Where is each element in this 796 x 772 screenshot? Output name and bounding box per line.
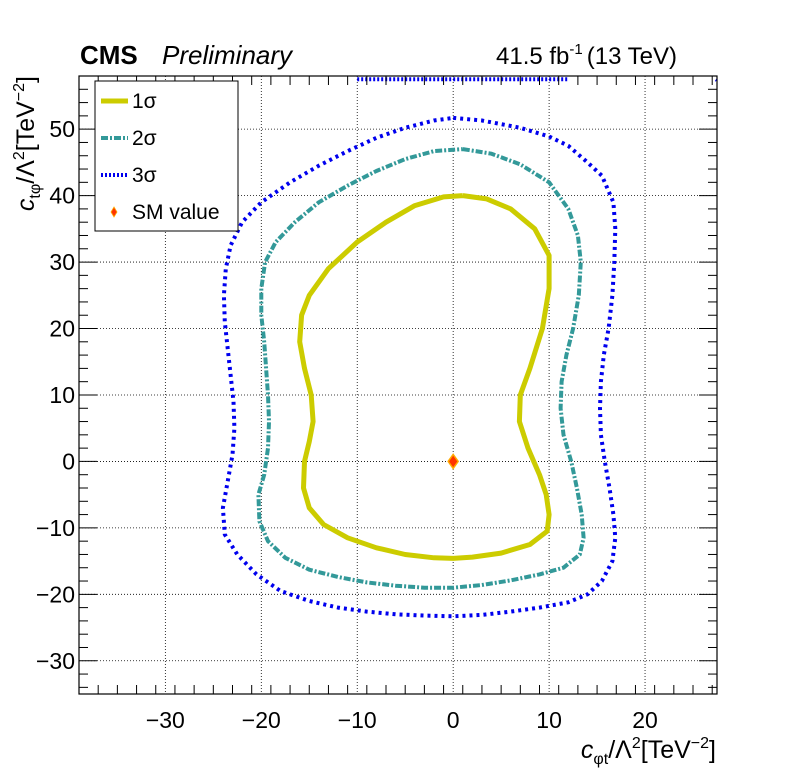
lumi-value: 41.5 fb bbox=[496, 43, 569, 70]
y-title-unit-sup: −2 bbox=[11, 83, 28, 101]
legend-3sigma-label: 3σ bbox=[132, 164, 157, 187]
y-tick-label: 30 bbox=[49, 249, 75, 275]
legend-box bbox=[94, 80, 239, 232]
x-tick-label: −30 bbox=[146, 707, 185, 733]
svg-text:41.5 fb-1(13 TeV): 41.5 fb-1 (13 TeV) bbox=[496, 41, 677, 70]
y-title-var: c bbox=[12, 198, 40, 211]
y-title-rest: /Λ bbox=[12, 160, 40, 184]
y-tick-label: −30 bbox=[36, 648, 75, 674]
sm-value-marker bbox=[447, 453, 460, 470]
x-title-var: c bbox=[581, 736, 594, 764]
y-title-sup: 2 bbox=[11, 151, 28, 160]
y-tick-label: 0 bbox=[62, 448, 75, 474]
y-tick-label: 10 bbox=[49, 382, 75, 408]
x-title-close: ] bbox=[709, 736, 716, 764]
y-tick-label: 20 bbox=[49, 316, 75, 342]
x-tick-labels: −30 −20 −10 0 10 20 bbox=[146, 707, 658, 733]
x-axis-title: cφt/Λ2[TeV−2] bbox=[581, 735, 716, 768]
sm-marker-layer bbox=[447, 453, 460, 470]
legend-sm-marker bbox=[110, 206, 118, 218]
x-tick-label: −20 bbox=[242, 707, 281, 733]
x-tick-label: −10 bbox=[338, 707, 377, 733]
plot-frame bbox=[78, 75, 718, 695]
y-tick-label: 40 bbox=[49, 183, 75, 209]
legend-2sigma-label: 2σ bbox=[132, 127, 157, 150]
contour-2sigma bbox=[256, 147, 586, 590]
x-title-unit: [TeV bbox=[641, 736, 691, 764]
y-title-sub: tφ bbox=[27, 184, 44, 199]
y-tick-label: 50 bbox=[49, 116, 75, 142]
x-title-sup: 2 bbox=[632, 735, 641, 752]
y-tick-labels: −30 −20 −10 0 10 20 30 40 50 bbox=[36, 116, 75, 674]
y-tick-label: −10 bbox=[36, 515, 75, 541]
x-tick-label: 20 bbox=[632, 707, 658, 733]
contour-1sigma bbox=[297, 193, 552, 561]
x-title-unit-sup: −2 bbox=[691, 735, 709, 752]
status-label: Preliminary bbox=[162, 40, 294, 70]
legend: 1σ 2σ 3σ SM value bbox=[94, 80, 239, 232]
x-tick-label: 0 bbox=[447, 707, 460, 733]
y-tick-label: −20 bbox=[36, 581, 75, 607]
energy-label: (13 TeV) bbox=[587, 43, 677, 70]
legend-1sigma-label: 1σ bbox=[132, 90, 157, 113]
luminosity-label: 41.5 fb-1 (13 TeV) bbox=[496, 41, 677, 70]
y-axis-title: ctφ/Λ2[TeV−2] bbox=[11, 76, 44, 211]
x-title-rest: /Λ bbox=[608, 736, 632, 764]
lumi-exponent: -1 bbox=[569, 41, 582, 58]
x-title-sub: φt bbox=[593, 751, 608, 768]
legend-sm-label: SM value bbox=[132, 201, 220, 224]
y-title-close: ] bbox=[12, 76, 40, 83]
x-tick-label: 10 bbox=[536, 707, 562, 733]
experiment-label: CMS bbox=[80, 40, 138, 70]
grid bbox=[79, 76, 717, 694]
y-title-unit: [TeV bbox=[12, 101, 40, 151]
